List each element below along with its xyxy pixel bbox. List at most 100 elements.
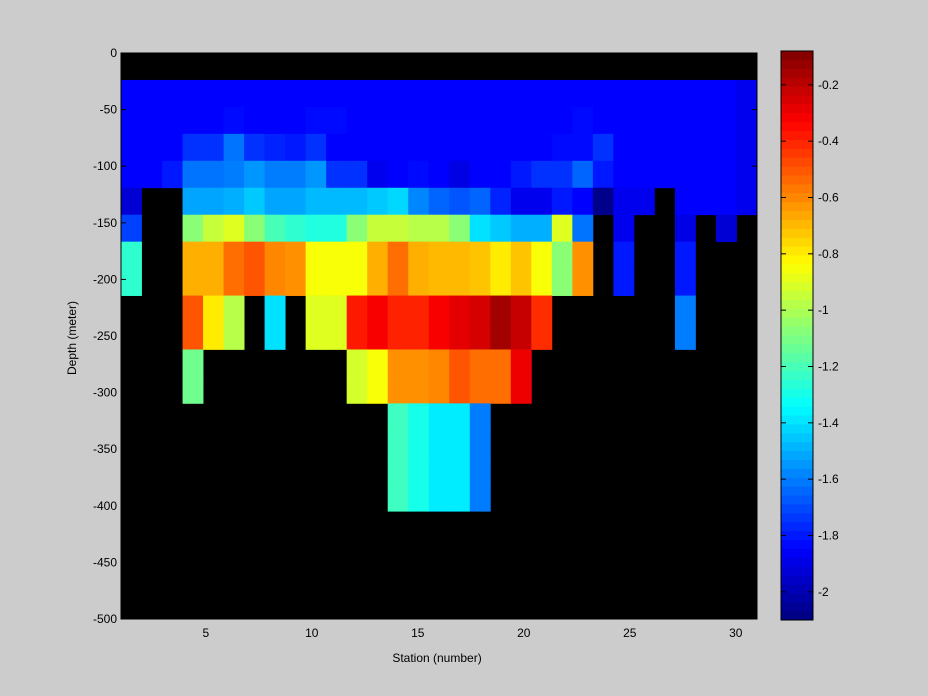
colorbar-segment [781, 584, 813, 594]
colorbar-segment [781, 344, 813, 354]
heatmap-cell [531, 187, 553, 216]
heatmap-cell [510, 376, 532, 404]
y-tick-label: -100 [93, 159, 117, 173]
heatmap-cell [490, 214, 512, 243]
colorbar-segment [781, 388, 813, 399]
heatmap-cell [244, 133, 266, 162]
colorbar-segment [781, 104, 813, 114]
heatmap-cell [490, 187, 512, 216]
heatmap-cell [326, 241, 348, 270]
heatmap-cell [531, 241, 553, 270]
heatmap-cell [551, 79, 573, 108]
colorbar-tick-label: -2 [818, 585, 829, 599]
heatmap-cell [674, 160, 696, 189]
x-tick-label: 25 [623, 626, 637, 640]
heatmap-cell [203, 106, 224, 135]
heatmap-cell [428, 295, 450, 323]
heatmap-cell [326, 268, 348, 296]
heatmap-cell [408, 457, 430, 485]
colorbar-segment [781, 193, 813, 203]
heatmap-cell [490, 349, 512, 377]
heatmap-cell [387, 403, 409, 431]
heatmap-cell [408, 187, 430, 216]
heatmap-cell [510, 106, 532, 135]
colorbar-segment [781, 273, 813, 283]
heatmap-cell [490, 322, 512, 350]
colorbar-segment [781, 548, 813, 559]
colorbar-segment [781, 77, 813, 88]
heatmap-cell [674, 295, 696, 323]
heatmap-cell [531, 295, 553, 323]
colorbar-segment [781, 593, 813, 603]
heatmap-cell [182, 160, 204, 189]
heatmap-cell [736, 106, 758, 135]
heatmap-cell [367, 187, 389, 216]
heatmap-cell [223, 295, 245, 323]
colorbar-segment [781, 468, 813, 479]
heatmap-cell [428, 268, 450, 296]
heatmap-cell [510, 187, 532, 216]
heatmap-cell [633, 133, 655, 162]
heatmap-cell [141, 79, 163, 108]
heatmap-cell [674, 79, 696, 108]
y-tick-label: -50 [100, 103, 118, 117]
heatmap-cell [264, 160, 286, 189]
heatmap-cell [695, 160, 717, 189]
heatmap-cell [490, 106, 512, 135]
heatmap-cell [654, 106, 676, 135]
heatmap-cell [469, 214, 491, 243]
heatmap-cell [121, 241, 142, 270]
heatmap-cell [387, 133, 409, 162]
heatmap-cell [633, 187, 655, 216]
x-axis-title: Station (number) [392, 651, 481, 665]
heatmap-cell [408, 106, 430, 135]
colorbar-tick-label: -1 [818, 303, 829, 317]
heatmap-cell [141, 133, 163, 162]
heatmap-cell [326, 160, 348, 189]
colorbar-segment [781, 513, 813, 523]
heatmap-cell [572, 241, 594, 270]
heatmap-cell [428, 214, 450, 243]
heatmap-cell [387, 295, 409, 323]
heatmap-cell [346, 349, 368, 377]
heatmap-cell [408, 484, 430, 512]
heatmap-cells [121, 79, 758, 512]
heatmap-cell [244, 241, 266, 270]
colorbar-segment [781, 539, 813, 550]
heatmap-cell [141, 160, 163, 189]
heatmap-cell [633, 79, 655, 108]
colorbar-segment [781, 237, 813, 248]
heatmap-cell [203, 160, 224, 189]
colorbar-segment [781, 522, 813, 532]
heatmap-cell [428, 133, 450, 162]
heatmap-cell [408, 349, 430, 377]
heatmap-cell [469, 403, 491, 431]
heatmap-cell [428, 79, 450, 108]
heatmap-cell [551, 241, 573, 270]
heatmap-cell [326, 214, 348, 243]
heatmap-cell [428, 160, 450, 189]
colorbar-segment [781, 95, 813, 105]
colorbar-segment [781, 175, 813, 185]
colorbar-segment [781, 557, 813, 568]
heatmap-cell [408, 430, 430, 458]
heatmap-cell [654, 133, 676, 162]
heatmap-cell [264, 106, 286, 135]
heatmap-cell [490, 160, 512, 189]
heatmap-cell [715, 133, 737, 162]
colorbar-segment [781, 459, 813, 470]
heatmap-cell [285, 241, 307, 270]
heatmap-cell [449, 349, 471, 377]
heatmap-cell [469, 430, 491, 458]
y-tick-label: 0 [110, 46, 117, 60]
colorbar-segment [781, 486, 813, 497]
colorbar-segment [781, 219, 813, 230]
heatmap-cell [387, 241, 409, 270]
colorbar-segment [781, 575, 813, 585]
heatmap-cell [428, 322, 450, 350]
y-tick-label: -300 [93, 386, 117, 400]
heatmap-cell [408, 322, 430, 350]
heatmap-cell [121, 214, 142, 243]
heatmap-cell [715, 214, 737, 243]
